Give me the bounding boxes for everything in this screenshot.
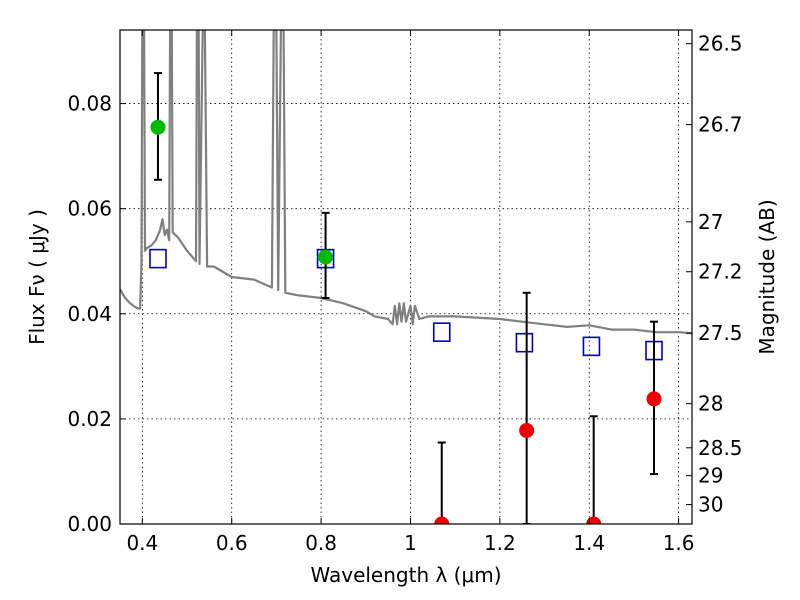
right-tick-label: 26.7 [698,113,743,137]
model-flux-square [149,248,167,269]
plot-area [120,30,692,524]
x-tick-label: 1.6 [663,531,695,555]
model-flux-square [515,332,534,353]
right-tick-label: 30 [698,493,723,517]
observed-flux-point [646,391,662,407]
observed-flux-point [586,516,602,524]
right-tick-label: 27.5 [698,321,743,345]
x-axis-title: Wavelength λ (μm) [310,563,501,587]
axis-ticks: 0.4 0.6 0.8 1 1.2 1.4 1.6 0.00 0.02 0.04 0.06 0.08 2… [67,30,743,555]
x-tick-label: 0.4 [126,531,158,555]
y-tick-label: 0.06 [67,197,112,221]
plot-frame [119,29,693,525]
right-tick-label: 26.5 [698,32,743,56]
right-tick-label: 27 [698,210,723,234]
x-tick-label: 0.8 [305,531,337,555]
y-tick-label: 0.08 [67,92,112,116]
observed-flux-point [519,422,535,438]
x-tick-label: 0.6 [216,531,248,555]
y-axis-title-left: Flux Fν ( μJy ) [25,209,49,345]
right-tick-label: 28.5 [698,436,743,460]
model-flux-square [582,336,601,357]
y-tick-label: 0.00 [67,512,112,536]
y-tick-label: 0.04 [67,302,112,326]
right-tick-label: 29 [698,464,723,488]
right-tick-label: 28 [698,392,723,416]
y-axis-title-right: Magnitude (AB) [755,199,779,354]
right-tick-label: 27.2 [698,260,743,284]
model-flux-square [432,322,451,342]
x-tick-label: 1.4 [573,531,605,555]
observed-flux-point [318,249,334,265]
x-tick-label: 1 [404,531,417,555]
y-tick-label: 0.02 [67,407,112,431]
observed-flux-point [150,119,166,135]
x-tick-label: 1.2 [484,531,516,555]
observed-flux-point [434,516,450,524]
model-spectrum-line [120,30,692,335]
